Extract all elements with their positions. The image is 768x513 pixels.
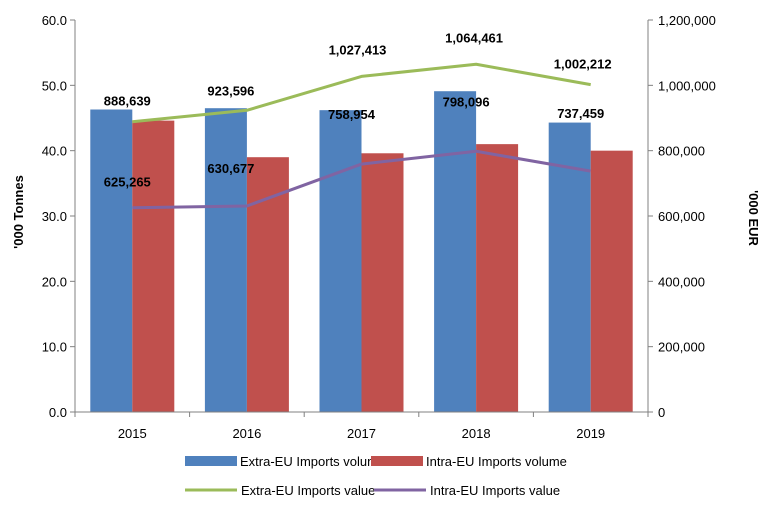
bar-intra-eu-volume: [590, 150, 633, 412]
bar-series: [90, 91, 633, 413]
line-series: [132, 62, 591, 210]
legend-label: Extra-EU Imports volume: [240, 454, 385, 469]
left-tick-label: 50.0: [42, 78, 67, 93]
left-tick-label: 0.0: [49, 405, 67, 420]
data-label-intra-eu-value: 758,954: [328, 107, 376, 122]
line-extra-eu-value: [132, 62, 591, 124]
bar-extra-eu-volume: [90, 109, 133, 413]
bar-intra-eu-volume: [132, 120, 175, 412]
x-tick-label: 2018: [462, 426, 491, 441]
bar-intra-eu-volume: [476, 144, 519, 412]
bar-extra-eu-volume: [434, 91, 477, 413]
bar-intra-eu-volume: [246, 157, 289, 412]
right-axis-ticks: 0 200,000 400,000 600,000 800,000 1,000,000 1,…: [648, 13, 716, 420]
data-label-extra-eu-value: 923,596: [207, 83, 254, 98]
data-label-extra-eu-value: 1,002,212: [554, 57, 612, 72]
right-tick-label: 800,000: [658, 144, 705, 159]
legend: Extra-EU Imports volume Intra-EU Imports …: [185, 454, 567, 498]
left-tick-label: 20.0: [42, 274, 67, 289]
data-label-extra-eu-value: 1,027,413: [329, 42, 387, 57]
right-tick-label: 0: [658, 405, 665, 420]
left-axis-title: '000 Tonnes: [11, 175, 26, 249]
bar-extra-eu-volume: [319, 110, 362, 412]
right-tick-label: 200,000: [658, 340, 705, 355]
left-tick-label: 30.0: [42, 209, 67, 224]
x-tick-label: 2016: [232, 426, 261, 441]
axes: [74, 20, 649, 413]
data-label-intra-eu-value: 625,265: [104, 175, 151, 190]
left-tick-label: 10.0: [42, 340, 67, 355]
data-label-extra-eu-value: 888,639: [104, 94, 151, 109]
x-tick-label: 2019: [576, 426, 605, 441]
x-tick-label: 2015: [118, 426, 147, 441]
x-tick-label: 2017: [347, 426, 376, 441]
right-tick-label: 1,000,000: [658, 78, 716, 93]
legend-label: Extra-EU Imports value: [241, 483, 375, 498]
legend-label: Intra-EU Imports volume: [426, 454, 567, 469]
right-tick-label: 1,200,000: [658, 13, 716, 28]
legend-swatch-intra-eu-volume: [371, 456, 423, 466]
data-labels: 888,639 923,596 1,027,413 1,064,461 1,002,21…: [104, 30, 612, 189]
left-axis-ticks: 0.0 10.0 20.0 30.0 40.0 50.0 60.0: [42, 13, 75, 420]
legend-label: Intra-EU Imports value: [430, 483, 560, 498]
legend-swatch-extra-eu-volume: [185, 456, 237, 466]
left-tick-label: 60.0: [42, 13, 67, 28]
bar-extra-eu-volume: [204, 108, 247, 412]
data-label-extra-eu-value: 1,064,461: [445, 30, 503, 45]
bar-intra-eu-volume: [361, 153, 404, 412]
data-label-intra-eu-value: 798,096: [443, 94, 490, 109]
data-label-intra-eu-value: 630,677: [207, 161, 254, 176]
line-intra-eu-value: [132, 149, 591, 210]
left-tick-label: 40.0: [42, 144, 67, 159]
right-tick-label: 600,000: [658, 209, 705, 224]
x-axis-ticks: 2015 2016 2017 2018 2019: [74, 412, 649, 441]
right-axis-title: '000 EUR: [746, 190, 761, 246]
data-label-intra-eu-value: 737,459: [557, 106, 604, 121]
right-tick-label: 400,000: [658, 274, 705, 289]
